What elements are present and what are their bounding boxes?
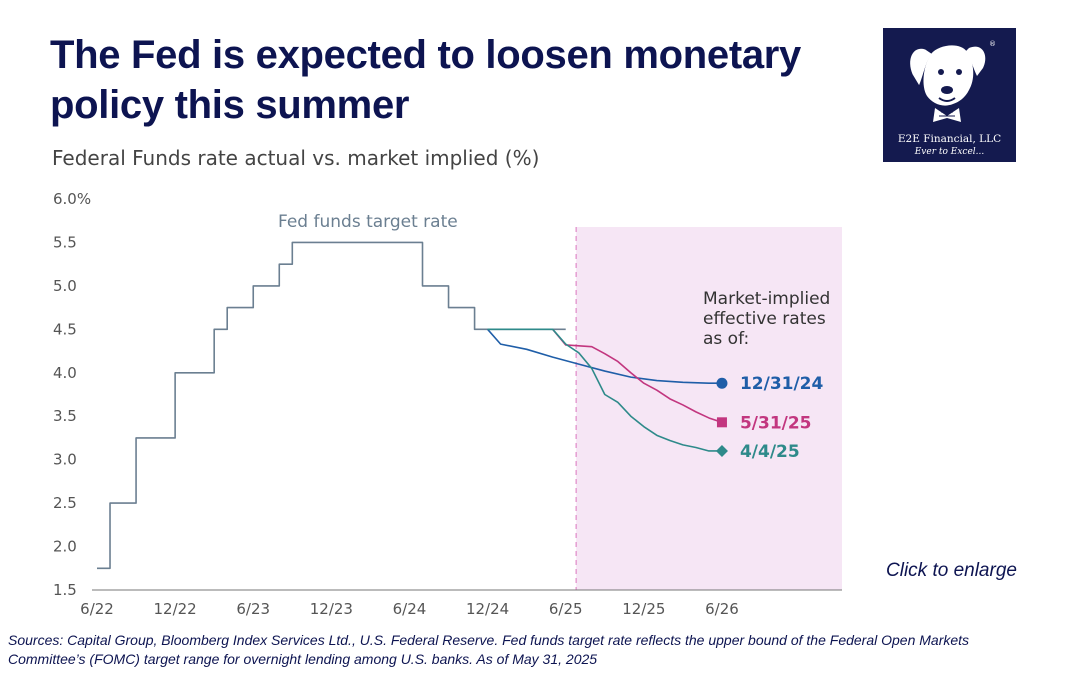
axis-layer: 6.0% 5.5 5.0 4.5 4.0 3.5 3.0 2.5 2.0 1.56/22 12/22…	[53, 190, 842, 618]
chart-subtitle: Federal Funds rate actual vs. market imp…	[52, 146, 540, 170]
series-label: 5/31/25	[740, 413, 812, 433]
y-tick-label: 2.5	[53, 494, 77, 512]
y-tick-label: 5.0	[53, 277, 77, 295]
source-line-2: Committee’s (FOMC) target range for over…	[8, 651, 598, 667]
logo-company-name: E2E Financial, LLC	[897, 133, 1002, 145]
y-tick-label: 1.5	[53, 581, 77, 599]
series-line-3	[552, 328, 723, 424]
x-tick-label: 6/23	[236, 600, 270, 618]
y-tick-label: 3.5	[53, 407, 77, 425]
y-tick-label: 3.0	[53, 451, 77, 469]
x-tick-label: 6/25	[549, 600, 583, 618]
legend-title-line: Market-implied	[703, 289, 830, 309]
page-title: The Fed is expected to loosen monetary p…	[50, 33, 802, 127]
label-layer: 12/31/24 5/31/25 4/4/25 Fed funds target ra…	[278, 212, 830, 462]
target-rate-label: Fed funds target rate	[278, 212, 458, 232]
source-line-1: Sources: Capital Group, Bloomberg Index …	[8, 632, 970, 648]
x-tick-label: 12/25	[622, 600, 665, 618]
y-tick-label: 4.0	[53, 364, 77, 382]
logo-tagline: Ever to Excel...	[914, 147, 985, 157]
svg-text:®: ®	[989, 40, 996, 48]
y-tick-label: 4.5	[53, 320, 77, 338]
forecast-shaded-region	[576, 227, 842, 590]
y-tick-label: 6.0%	[53, 190, 91, 208]
x-tick-label: 6/24	[393, 600, 427, 618]
legend-title-line: effective rates	[703, 309, 826, 329]
y-tick-label: 2.0	[53, 538, 77, 556]
click-to-enlarge-link[interactable]: Click to enlarge	[886, 560, 1017, 581]
series-label: 4/4/25	[740, 442, 800, 462]
series-end-marker	[715, 444, 728, 457]
legend-title-line: as of:	[703, 329, 749, 349]
series-line-1	[97, 241, 566, 570]
series-end-marker	[716, 377, 728, 389]
series-layer	[97, 241, 728, 570]
source-note: Sources: Capital Group, Bloomberg Index …	[8, 631, 1078, 669]
y-tick-label: 5.5	[53, 233, 77, 251]
forecast-region-layer	[575, 227, 842, 590]
x-tick-label: 12/24	[466, 600, 509, 618]
series-end-marker	[716, 417, 727, 428]
dog-mascot-icon: ®	[910, 40, 996, 122]
series-line-4	[487, 328, 722, 452]
series-label: 12/31/24	[740, 374, 824, 394]
x-tick-label: 12/23	[310, 600, 353, 618]
x-tick-label: 6/22	[80, 600, 114, 618]
series-line-2	[486, 328, 722, 385]
company-logo[interactable]: ® E2E Financial, LLC Ever to Excel...	[883, 28, 1016, 162]
x-tick-label: 12/22	[154, 600, 197, 618]
x-tick-label: 6/26	[705, 600, 739, 618]
